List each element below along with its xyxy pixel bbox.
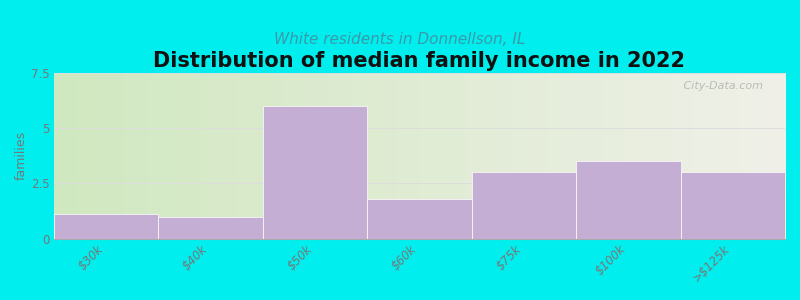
Title: Distribution of median family income in 2022: Distribution of median family income in … [154,51,686,71]
Bar [367,199,471,239]
Y-axis label: families: families [15,131,28,180]
Bar [471,172,576,239]
Bar [54,214,158,239]
Text: White residents in Donnellson, IL: White residents in Donnellson, IL [274,32,526,46]
Text: City-Data.com: City-Data.com [680,81,763,91]
Bar [576,161,681,239]
Bar [262,106,367,239]
Bar [158,217,262,239]
Bar [681,172,785,239]
